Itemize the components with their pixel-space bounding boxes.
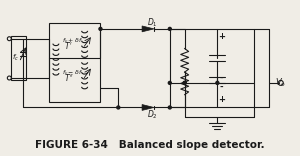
Text: $f_c+\delta f$: $f_c+\delta f$	[62, 36, 83, 45]
Circle shape	[168, 81, 171, 84]
Text: $D_2$: $D_2$	[147, 108, 158, 121]
Polygon shape	[142, 105, 154, 110]
Text: -: -	[220, 83, 223, 92]
Circle shape	[168, 106, 171, 109]
Polygon shape	[142, 26, 154, 32]
Text: $V_o$: $V_o$	[275, 77, 286, 89]
Text: -: -	[220, 73, 223, 83]
Circle shape	[183, 81, 186, 84]
Text: $T''$: $T''$	[64, 71, 74, 83]
Circle shape	[216, 81, 219, 84]
Text: +: +	[218, 32, 225, 41]
Text: $D_1$: $D_1$	[147, 17, 158, 29]
Circle shape	[168, 27, 171, 30]
Text: $f_c-\delta f$: $f_c-\delta f$	[62, 68, 83, 77]
Circle shape	[99, 27, 102, 30]
Text: +: +	[218, 95, 225, 104]
Text: FIGURE 6-34   Balanced slope detector.: FIGURE 6-34 Balanced slope detector.	[35, 140, 265, 150]
Circle shape	[183, 81, 186, 84]
Circle shape	[117, 106, 120, 109]
Text: $f_c$: $f_c$	[12, 53, 19, 63]
Text: $T'$: $T'$	[64, 40, 73, 51]
